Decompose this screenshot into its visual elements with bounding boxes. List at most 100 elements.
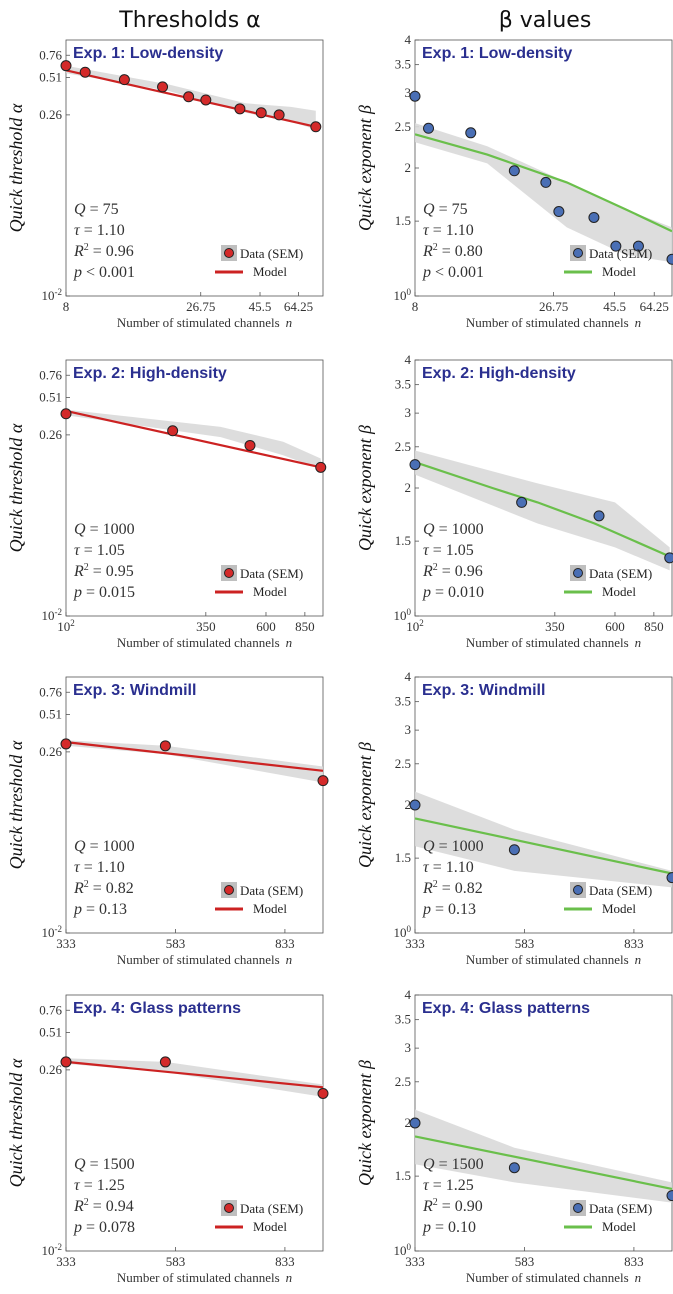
- left-column-title: Thresholds α: [118, 8, 260, 33]
- data-point: [273, 109, 285, 121]
- sem-band: [415, 1109, 672, 1203]
- legend-model-label: Model: [602, 1219, 636, 1234]
- x-axis-label: Number of stimulated channels n: [117, 1270, 292, 1285]
- y-axis-label: Quick exponent β: [355, 425, 375, 551]
- data-point: [423, 122, 435, 134]
- stat-tau: τ = 1.05: [74, 542, 125, 559]
- plot-frame: [65, 359, 324, 617]
- y-tick-label: 1.5: [395, 533, 411, 548]
- y-tick-label: 0.26: [39, 1062, 62, 1077]
- stat-r2: R2 = 0.96: [73, 242, 134, 260]
- data-point: [157, 81, 169, 93]
- right-column-title: β values: [499, 8, 592, 33]
- legend-data-marker: [224, 248, 234, 258]
- data-point: [315, 461, 327, 473]
- stat-tau: τ = 1.10: [74, 859, 125, 876]
- y-tick-label: 0.26: [39, 744, 62, 759]
- x-tick-label: 833: [275, 936, 295, 951]
- data-point: [79, 66, 91, 78]
- data-point: [553, 206, 565, 218]
- stat-tau: τ = 1.10: [423, 222, 474, 239]
- data-point: [60, 1056, 72, 1068]
- stat-q: Q = 1500: [423, 1156, 484, 1173]
- x-tick-label: 583: [166, 936, 186, 951]
- data-point: [310, 121, 322, 133]
- x-tick-label: 8: [63, 299, 70, 314]
- sem-band: [415, 791, 672, 888]
- legend-model-label: Model: [602, 264, 636, 279]
- x-tick-label: 333: [56, 936, 76, 951]
- panel-title: Exp. 3: Windmill: [422, 682, 545, 699]
- model-line: [414, 1135, 673, 1190]
- legend-data-marker: [573, 568, 583, 578]
- y-tick-label: 3: [405, 1040, 412, 1055]
- data-point: [167, 425, 179, 437]
- legend-model-label: Model: [253, 1219, 287, 1234]
- plot-frame: [65, 994, 324, 1252]
- data-point: [118, 74, 130, 86]
- stat-p: p < 0.001: [73, 264, 135, 281]
- sem-band: [415, 123, 672, 263]
- legend-data-label: Data (SEM): [240, 246, 303, 261]
- y-tick-label: 0.51: [39, 1024, 62, 1039]
- data-point: [666, 253, 673, 265]
- y-tick-label: 3.5: [395, 57, 411, 72]
- data-point: [409, 90, 421, 102]
- legend-data-marker: [573, 1203, 583, 1213]
- y-axis-label: Quick exponent β: [355, 105, 375, 231]
- data-point: [159, 740, 171, 752]
- x-tick-label: 583: [166, 1254, 186, 1269]
- stat-q: Q = 1000: [74, 838, 135, 855]
- stat-p: p = 0.010: [422, 584, 484, 601]
- y-tick-label: 1.5: [395, 1168, 411, 1183]
- y-tick-label: 0.76: [39, 47, 62, 62]
- legend-data-marker: [224, 1203, 234, 1213]
- y-tick-label: 2.5: [395, 756, 411, 771]
- y-tick-label: 1.5: [395, 213, 411, 228]
- data-point: [666, 1190, 673, 1202]
- stat-r2: R2 = 0.94: [73, 1197, 134, 1215]
- data-point: [508, 165, 520, 177]
- stat-p: p < 0.001: [422, 264, 484, 281]
- data-point: [593, 510, 605, 522]
- data-point: [588, 211, 600, 223]
- x-axis-label: Number of stimulated channels n: [117, 315, 292, 330]
- stat-tau: τ = 1.10: [423, 859, 474, 876]
- panel-title: Exp. 4: Glass patterns: [422, 1000, 590, 1017]
- y-tick-label: 4: [405, 987, 412, 1002]
- x-tick-label: 850: [295, 619, 315, 634]
- plot-frame: [65, 676, 324, 934]
- y-tick-label: 4: [405, 669, 412, 684]
- y-tick-label: 0.51: [39, 706, 62, 721]
- x-axis-label: Number of stimulated channels n: [466, 315, 641, 330]
- sem-band: [66, 740, 323, 783]
- legend-data-marker: [224, 885, 234, 895]
- x-tick-label: 26.75: [186, 299, 215, 314]
- y-tick-label: 3.5: [395, 377, 411, 392]
- legend-data-marker: [224, 568, 234, 578]
- legend-data-label: Data (SEM): [240, 1201, 303, 1216]
- stat-tau: τ = 1.05: [423, 542, 474, 559]
- x-axis-label: Number of stimulated channels n: [466, 635, 641, 650]
- y-tick-label: 2: [405, 160, 412, 175]
- plot-frame: [65, 39, 324, 297]
- legend-model-label: Model: [602, 584, 636, 599]
- data-point: [409, 1117, 421, 1129]
- stat-p: p = 0.13: [422, 901, 476, 918]
- y-tick-label: 4: [405, 32, 412, 47]
- y-tick-label: 100: [394, 287, 412, 303]
- data-point: [508, 1162, 520, 1174]
- x-tick-label: 600: [605, 619, 625, 634]
- y-axis-label: Quick threshold α: [6, 1058, 26, 1187]
- sem-band: [415, 450, 670, 571]
- data-point: [409, 459, 421, 471]
- x-tick-label: 45.5: [249, 299, 272, 314]
- data-point: [60, 60, 72, 72]
- data-point: [183, 91, 195, 103]
- panel-title: Exp. 4: Glass patterns: [73, 1000, 241, 1017]
- stat-q: Q = 1000: [423, 521, 484, 538]
